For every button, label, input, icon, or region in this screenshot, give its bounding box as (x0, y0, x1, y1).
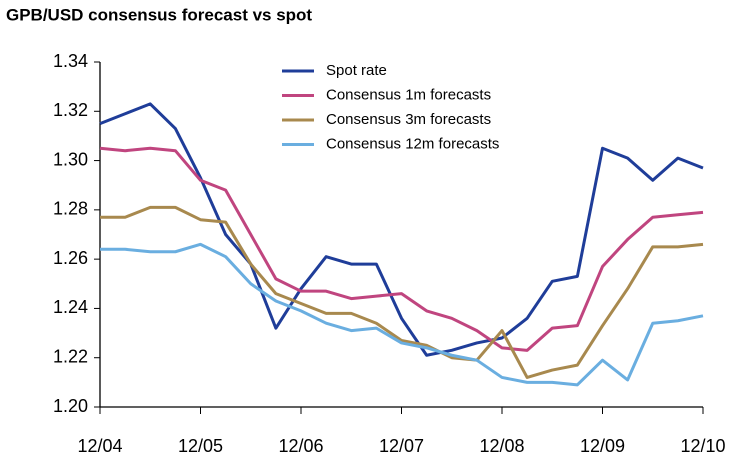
y-tick-label: 1.20 (53, 396, 88, 416)
y-tick-label: 1.24 (53, 297, 88, 317)
x-tick-label: 12/04 (77, 436, 122, 456)
x-tick-label: 12/06 (278, 436, 323, 456)
series-line (99, 102, 704, 357)
legend-label: Consensus 1m forecasts (326, 86, 491, 103)
legend-label: Spot rate (326, 62, 387, 79)
x-tick-label: 12/07 (379, 436, 424, 456)
x-tick-label: 12/10 (680, 436, 725, 456)
legend-label: Consensus 12m forecasts (326, 135, 499, 152)
x-tick-label: 12/08 (479, 436, 524, 456)
y-tick-label: 1.22 (53, 346, 88, 366)
chart-title: GPB/USD consensus forecast vs spot (6, 5, 312, 24)
series-line (100, 242, 704, 387)
x-tick-label: 12/09 (580, 436, 625, 456)
x-tick-label: 12/05 (178, 436, 223, 456)
series-line (100, 205, 704, 379)
y-tick-label: 1.26 (53, 248, 88, 268)
y-tick-label: 1.32 (53, 100, 88, 120)
y-tick-label: 1.30 (53, 149, 88, 169)
legend-label: Consensus 3m forecasts (326, 111, 491, 128)
series-line (99, 146, 704, 352)
y-tick-label: 1.28 (53, 199, 88, 219)
y-tick-label: 1.34 (53, 51, 88, 71)
